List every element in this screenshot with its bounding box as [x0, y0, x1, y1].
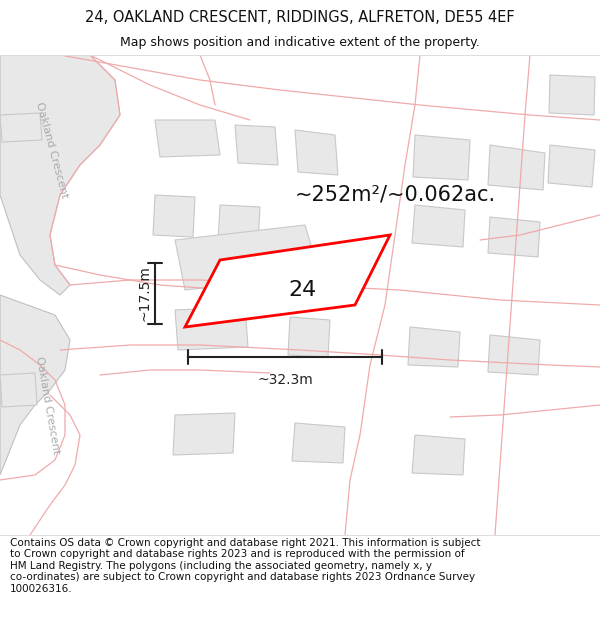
Polygon shape: [155, 120, 220, 157]
Polygon shape: [548, 145, 595, 187]
Text: Oakland Crescent: Oakland Crescent: [34, 101, 70, 199]
Polygon shape: [218, 205, 260, 245]
Text: ~252m²/~0.062ac.: ~252m²/~0.062ac.: [295, 185, 496, 205]
Polygon shape: [235, 125, 278, 165]
Polygon shape: [185, 235, 390, 327]
Polygon shape: [153, 195, 195, 237]
Polygon shape: [175, 225, 320, 290]
Polygon shape: [0, 295, 70, 475]
Text: Contains OS data © Crown copyright and database right 2021. This information is : Contains OS data © Crown copyright and d…: [10, 538, 481, 594]
Polygon shape: [408, 327, 460, 367]
Text: 24: 24: [289, 280, 317, 300]
Polygon shape: [488, 217, 540, 257]
Text: ~17.5m: ~17.5m: [137, 266, 151, 321]
Text: Map shows position and indicative extent of the property.: Map shows position and indicative extent…: [120, 36, 480, 49]
Text: Oakland Crescent: Oakland Crescent: [34, 356, 62, 454]
Polygon shape: [488, 145, 545, 190]
Text: 24, OAKLAND CRESCENT, RIDDINGS, ALFRETON, DE55 4EF: 24, OAKLAND CRESCENT, RIDDINGS, ALFRETON…: [85, 10, 515, 25]
Polygon shape: [488, 335, 540, 375]
Polygon shape: [175, 307, 248, 350]
Polygon shape: [413, 135, 470, 180]
Polygon shape: [0, 373, 37, 407]
Polygon shape: [0, 113, 42, 142]
Polygon shape: [292, 423, 345, 463]
Polygon shape: [0, 55, 120, 295]
Polygon shape: [412, 205, 465, 247]
Polygon shape: [173, 413, 235, 455]
Polygon shape: [288, 317, 330, 357]
Polygon shape: [412, 435, 465, 475]
Polygon shape: [295, 130, 338, 175]
Polygon shape: [549, 75, 595, 115]
Text: ~32.3m: ~32.3m: [257, 373, 313, 387]
